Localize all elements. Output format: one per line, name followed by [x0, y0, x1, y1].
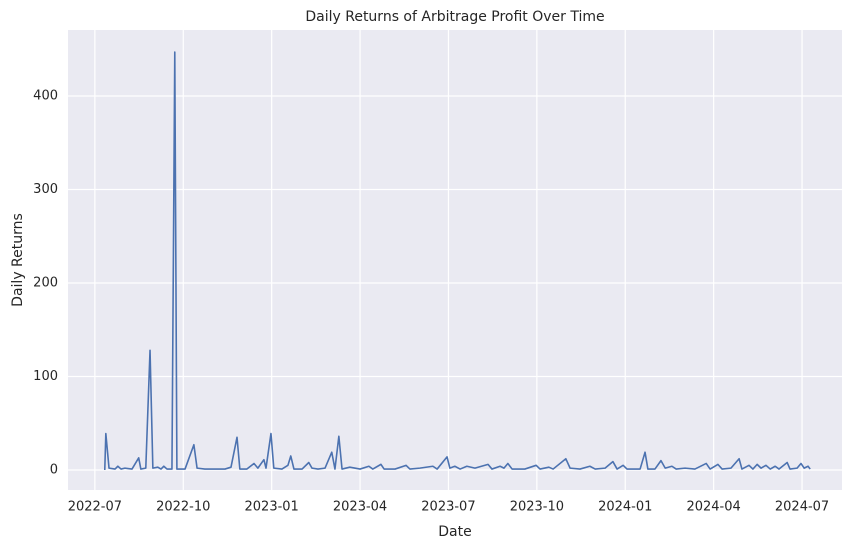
plot-area	[68, 30, 842, 490]
x-tick-label: 2023-07	[421, 500, 475, 515]
x-tick-label: 2024-01	[598, 500, 652, 515]
marks	[103, 51, 811, 471]
x-axis-label: Date	[438, 524, 471, 540]
y-tick-label: 200	[33, 276, 58, 291]
x-tick-label: 2024-07	[775, 500, 829, 515]
x-tick-label: 2023-04	[333, 500, 387, 515]
x-tick-label: 2022-10	[156, 500, 210, 515]
y-tick-label: 100	[33, 369, 58, 384]
x-tick-label: 2023-10	[510, 500, 564, 515]
x-tick-label: 2024-04	[686, 500, 740, 515]
y-axis-label: Daily Returns	[10, 213, 26, 307]
y-tick-label: 300	[33, 182, 58, 197]
y-tick-label: 400	[33, 89, 58, 104]
y-tick-label: 0	[50, 462, 58, 477]
x-tick-label: 2022-07	[68, 500, 122, 515]
grid	[68, 30, 842, 490]
chart-title: Daily Returns of Arbitrage Profit Over T…	[305, 9, 604, 25]
line-series	[103, 51, 811, 471]
x-tick-label: 2023-01	[245, 500, 299, 515]
